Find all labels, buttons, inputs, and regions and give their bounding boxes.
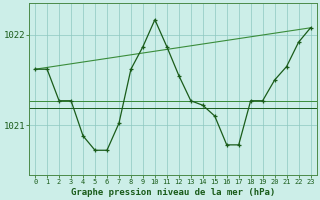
X-axis label: Graphe pression niveau de la mer (hPa): Graphe pression niveau de la mer (hPa) [71, 188, 275, 197]
